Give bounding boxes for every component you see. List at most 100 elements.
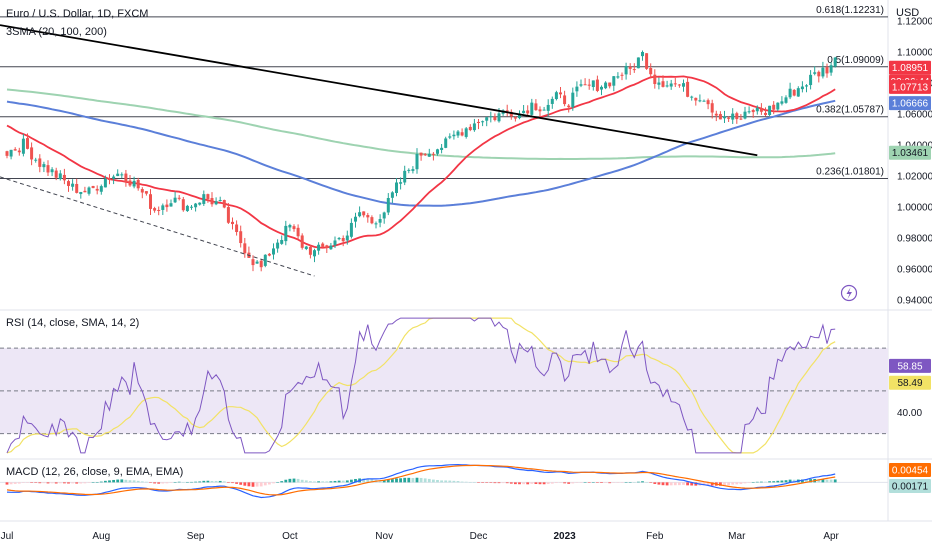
macd-histogram-bar (370, 479, 374, 483)
macd-histogram-bar (210, 480, 214, 483)
candle (222, 199, 226, 209)
price-tick-label: 1.00000 (897, 202, 932, 213)
macd-histogram-bar (34, 482, 38, 483)
macd-histogram-bar (95, 482, 99, 483)
candle (534, 99, 538, 111)
candle-body (714, 113, 718, 116)
candle-body (214, 201, 218, 205)
trendlines[interactable] (0, 24, 758, 277)
candle-body (329, 245, 333, 250)
candle-body (493, 116, 497, 121)
lightning-icon[interactable] (840, 284, 858, 302)
macd-histogram-bar (9, 482, 13, 485)
candle-body (690, 96, 694, 98)
candle (226, 203, 230, 224)
candle (169, 199, 173, 207)
candle (345, 230, 349, 245)
macd-histogram-bar (13, 482, 17, 484)
macd-histogram-bar (649, 482, 653, 483)
candle (608, 82, 612, 89)
macd-histogram-bar (345, 480, 349, 483)
candle-body (149, 194, 152, 209)
macd-histogram-bar (276, 482, 279, 483)
macd-histogram-bar (563, 482, 566, 484)
macd-histogram-bar (419, 477, 423, 483)
candle (382, 211, 386, 224)
candle-body (686, 81, 690, 97)
candle-body (702, 100, 706, 102)
value-tag-bg (889, 96, 931, 111)
candle-body (550, 98, 554, 104)
fibonacci-levels: 0.618(1.12231) 0.5(1.09009) 0.382(1.05787)… (0, 5, 888, 179)
macd-histogram-bar (26, 482, 29, 483)
macd-histogram-bar (177, 481, 181, 483)
candle (5, 150, 9, 159)
candle-body (440, 147, 444, 150)
macd-histogram-bar (309, 481, 312, 483)
candle-body (58, 173, 62, 180)
time-tick-label: Nov (375, 531, 393, 542)
macd-histogram-bar (620, 482, 624, 483)
macd-histogram-bar (448, 480, 452, 483)
candle (632, 63, 636, 73)
macd-histogram-bar (661, 482, 665, 486)
candle-body (817, 71, 821, 77)
candle-body (378, 219, 382, 223)
candle (489, 111, 493, 123)
candle-body (313, 250, 316, 257)
candle (682, 79, 685, 92)
macd-histogram-bar (251, 482, 255, 487)
candle (563, 90, 567, 107)
candle-body (513, 117, 517, 119)
macd-histogram-bar (108, 480, 111, 483)
candle (108, 174, 111, 185)
candle (161, 203, 165, 215)
macd-histogram-bar (436, 480, 439, 483)
macd-histogram-bar (780, 480, 784, 483)
candle-body (645, 53, 649, 69)
candle (333, 236, 337, 248)
candle (362, 211, 366, 218)
macd-histogram-bar (186, 481, 189, 483)
macd-histogram-bar (604, 482, 607, 483)
candle-body (267, 253, 271, 256)
candle-body (108, 178, 111, 180)
macd-histogram-bar (104, 480, 107, 483)
macd-histogram-bar (198, 481, 202, 483)
macd-histogram-bar (222, 481, 226, 483)
price-tick-label: 0.96000 (897, 264, 932, 275)
value-tag-label: 0.00171 (892, 482, 929, 493)
candle (272, 243, 275, 260)
candle-body (542, 109, 546, 111)
chart-title: Euro / U.S. Dollar, 1D, FXCM (6, 8, 148, 20)
sma-200-line (6, 88, 836, 160)
candle-body (390, 192, 394, 198)
macd-histogram-bar (145, 481, 148, 483)
macd-histogram-bar (67, 482, 70, 484)
candle-body (17, 150, 21, 153)
candle-body (243, 243, 247, 254)
candle-body (829, 65, 833, 73)
candle (46, 160, 50, 177)
candle (505, 104, 509, 117)
macd-histogram-bar (395, 478, 398, 483)
value-tag: 1.07713 (889, 79, 931, 94)
time-tick-label: Sep (187, 531, 205, 542)
candle (575, 81, 579, 97)
macd-histogram-bar (411, 478, 415, 483)
candle-body (509, 111, 513, 117)
time-axis[interactable]: Jul Aug Sep Oct Nov Dec 2023 Feb Mar Apr (1, 531, 840, 542)
macd-histogram-bar (460, 481, 464, 483)
candle-body (317, 244, 321, 251)
support-trendline (0, 176, 315, 277)
macd-histogram-bar (591, 482, 595, 483)
candle (772, 101, 776, 115)
candle-body (612, 76, 616, 86)
candle (276, 239, 280, 253)
candle-body (788, 88, 792, 98)
candle-body (559, 92, 562, 95)
candle-body (95, 188, 99, 191)
value-tag: 58.49 (889, 375, 931, 390)
candle-body (325, 245, 329, 248)
